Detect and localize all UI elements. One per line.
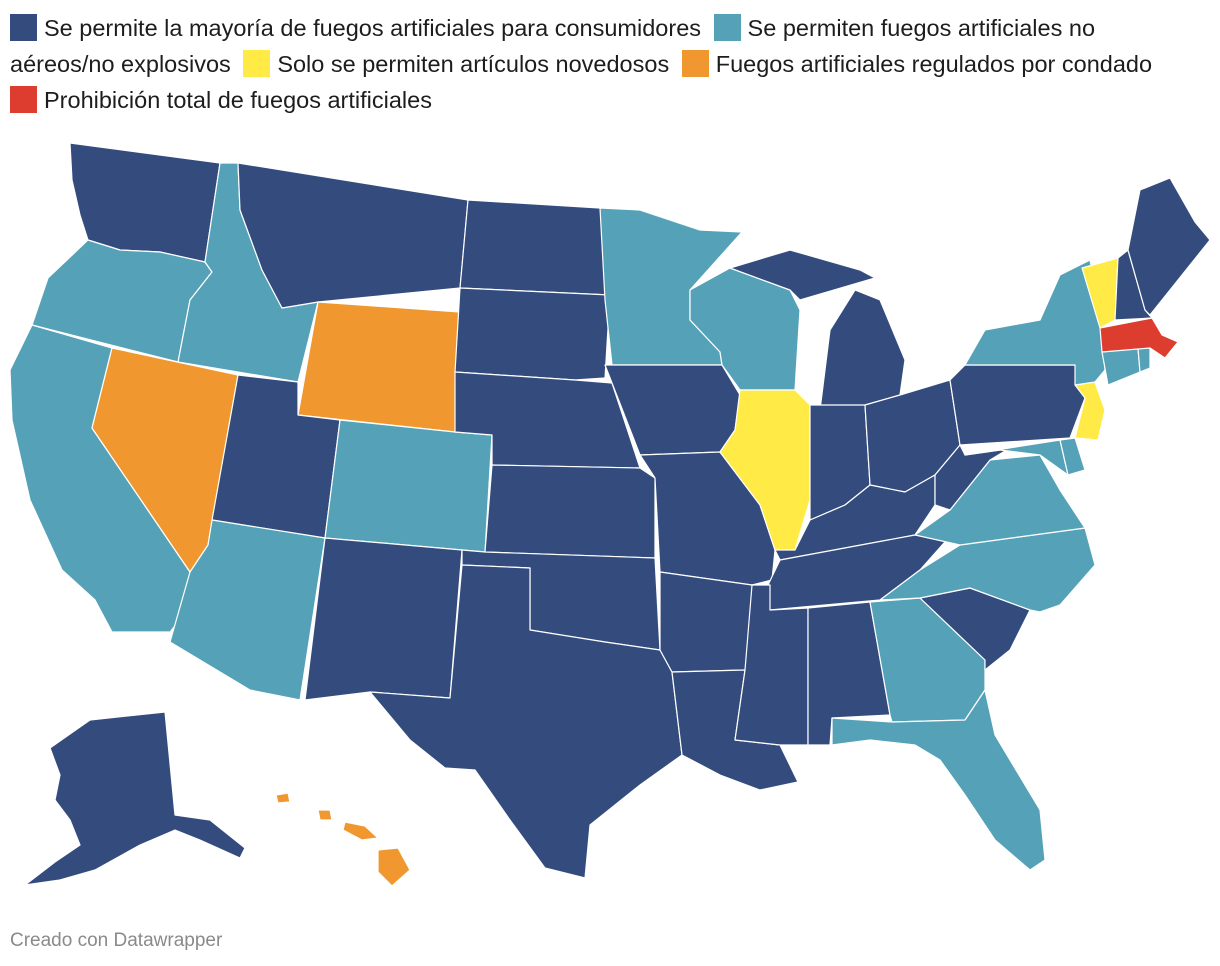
legend-swatch-novelty bbox=[243, 50, 271, 77]
legend-swatch-most bbox=[10, 14, 37, 41]
state-MT[interactable] bbox=[237, 162, 469, 309]
state-TX[interactable] bbox=[369, 564, 683, 879]
legend-label-most: Se permite la mayoría de fuegos artifici… bbox=[44, 15, 702, 41]
legend: Se permite la mayoría de fuegos artifici… bbox=[10, 10, 1190, 118]
state-AZ[interactable] bbox=[169, 519, 326, 701]
state-SD[interactable] bbox=[454, 287, 611, 381]
state-NC[interactable] bbox=[879, 527, 1096, 613]
state-CT[interactable] bbox=[1101, 347, 1141, 386]
legend-label-ban: Prohibición total de fuegos artificiales bbox=[44, 87, 432, 113]
state-WV[interactable] bbox=[934, 444, 1016, 511]
legend-item-nonaerial: Se permiten fuegos artificiales no aéreo… bbox=[10, 14, 1096, 77]
state-MA[interactable] bbox=[1099, 317, 1179, 359]
legend-label-nonaerial: Se permiten fuegos artificiales no aéreo… bbox=[10, 15, 1096, 77]
state-RI[interactable] bbox=[1137, 347, 1151, 373]
state-NM[interactable] bbox=[304, 537, 463, 701]
legend-swatch-ban bbox=[10, 86, 37, 113]
state-TN[interactable] bbox=[767, 524, 961, 611]
legend-item-most: Se permite la mayoría de fuegos artifici… bbox=[10, 14, 702, 41]
legend-item-ban: Prohibición total de fuegos artificiales bbox=[10, 86, 432, 113]
credit-footer: Creado con Datawrapper bbox=[10, 930, 223, 951]
state-FL[interactable] bbox=[831, 689, 1046, 871]
state-ME[interactable] bbox=[1127, 177, 1211, 316]
legend-swatch-nonaerial bbox=[713, 14, 741, 41]
legend-swatch-county bbox=[681, 50, 709, 77]
state-AK[interactable] bbox=[24, 711, 246, 886]
state-KS[interactable] bbox=[484, 464, 656, 559]
legend-label-county: Fuegos artificiales regulados por condad… bbox=[715, 51, 1153, 77]
us-map bbox=[9, 142, 1211, 887]
state-CO[interactable] bbox=[324, 419, 493, 553]
state-DE[interactable] bbox=[1059, 437, 1086, 476]
state-ND[interactable] bbox=[459, 199, 611, 296]
state-WY[interactable] bbox=[297, 301, 461, 433]
legend-label-novelty: Solo se permiten artículos novedosos bbox=[277, 51, 670, 77]
state-PA[interactable] bbox=[949, 364, 1086, 446]
legend-item-novelty: Solo se permiten artículos novedosos bbox=[243, 50, 670, 77]
state-HI[interactable] bbox=[275, 792, 411, 887]
state-MD[interactable] bbox=[964, 439, 1069, 476]
legend-item-county: Fuegos artificiales regulados por condad… bbox=[681, 50, 1153, 77]
